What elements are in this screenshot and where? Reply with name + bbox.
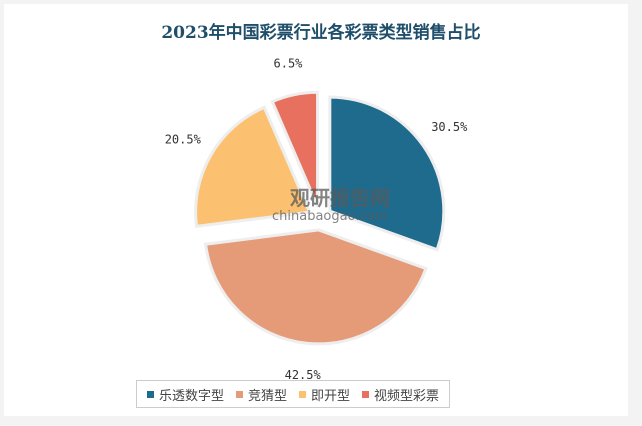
legend-swatch bbox=[299, 390, 307, 398]
legend-swatch bbox=[236, 390, 244, 398]
pie-slice-2 bbox=[194, 105, 312, 229]
legend-swatch bbox=[147, 390, 154, 398]
chart-title: 2023年中国彩票行业各彩票类型销售占比 bbox=[161, 23, 481, 43]
legend: 乐透数字型 竞猜型 即开型 视频型彩票 bbox=[136, 380, 451, 408]
legend-label: 乐透数字型 bbox=[159, 388, 225, 404]
legend-item[interactable]: 即开型 bbox=[299, 385, 350, 404]
watermark-url: chinabaogao.com bbox=[272, 209, 388, 224]
data-label-1: 42.5% bbox=[285, 368, 322, 382]
legend-item[interactable]: 乐透数字型 bbox=[147, 385, 224, 404]
legend-item[interactable]: 竞猜型 bbox=[236, 385, 287, 404]
data-label-3: 6.5% bbox=[274, 56, 304, 70]
data-label-0: 30.5% bbox=[431, 120, 468, 134]
legend-label: 视频型彩票 bbox=[374, 388, 440, 404]
legend-label: 即开型 bbox=[311, 388, 351, 404]
pie-slice-0 bbox=[328, 95, 446, 252]
pie-slice-1 bbox=[203, 228, 428, 346]
chart-panel bbox=[4, 4, 628, 416]
data-label-2: 20.5% bbox=[165, 133, 202, 147]
legend-label: 竞猜型 bbox=[248, 388, 288, 404]
pie-slice-3 bbox=[270, 90, 320, 207]
legend-item[interactable]: 视频型彩票 bbox=[362, 385, 439, 404]
watermark-name: 观研报告网 bbox=[290, 186, 390, 210]
legend-swatch bbox=[362, 390, 370, 398]
